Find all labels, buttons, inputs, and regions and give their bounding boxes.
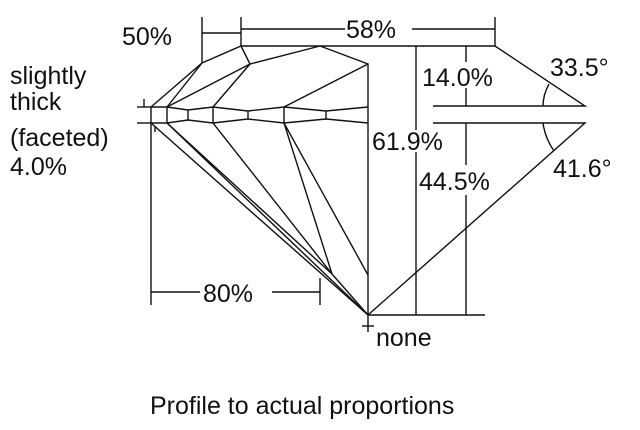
dimension-lines [137,17,588,332]
label-culet: none [376,324,432,352]
label-crown-height: 14.0% [422,64,493,92]
crown-angle-arc [542,83,550,107]
label-crown-angle: 33.5° [550,54,609,82]
pavilion-angle-arc [542,122,555,152]
label-total-depth: 61.9% [372,128,443,156]
label-girdle-pct: 4.0% [10,153,67,181]
label-lower-half-80pct: 80% [203,280,253,308]
diagram-caption: Profile to actual proportions [150,392,454,420]
label-pavilion-depth: 44.5% [419,168,490,196]
label-50pct: 50% [122,23,172,51]
label-girdle-slightly: slightly [10,62,87,90]
label-table-58pct: 58% [346,16,396,44]
diamond-profile-outline [150,45,495,316]
label-girdle-faceted: (faceted) [10,124,109,152]
label-girdle-thick: thick [10,88,62,116]
label-pavilion-angle: 41.6° [553,155,612,183]
